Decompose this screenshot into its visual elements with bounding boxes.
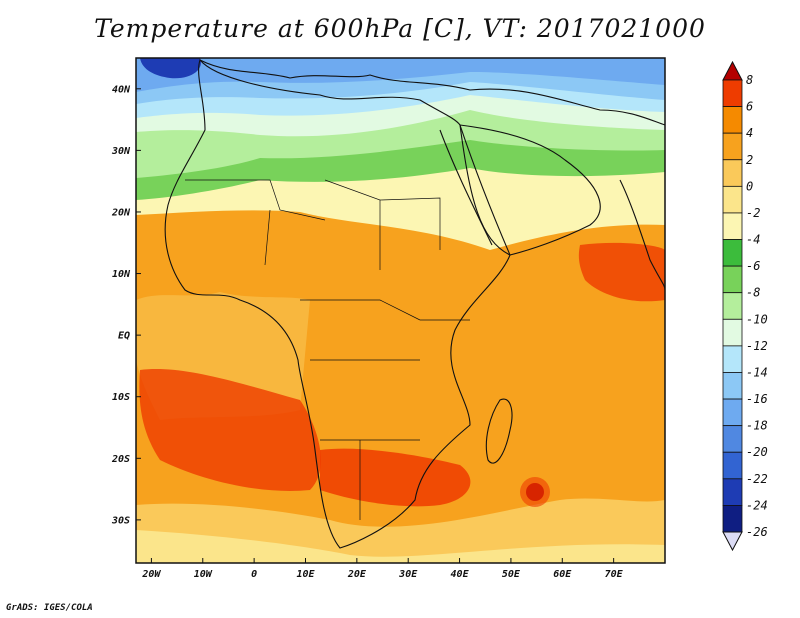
colorbar-label: -6 bbox=[746, 259, 760, 273]
colorbar-label: 6 bbox=[746, 100, 753, 114]
colorbar-swatch bbox=[722, 79, 743, 107]
colorbar: 8 6 4 2 0 -2 -4 -6 -8 -10 -12 -14 -16 -18 -20 -22 -24 -26 bbox=[722, 60, 768, 552]
lon-tick-label: 60E bbox=[553, 569, 572, 580]
colorbar-swatch bbox=[722, 372, 743, 400]
colorbar-swatch bbox=[722, 318, 743, 347]
lon-tick-label: 20E bbox=[347, 569, 367, 580]
colorbar-label: -4 bbox=[746, 233, 760, 247]
lon-tick-label: 50E bbox=[502, 569, 521, 580]
colorbar-swatch bbox=[722, 505, 743, 533]
colorbar-swatch bbox=[722, 451, 743, 480]
lat-tick-label: 30S bbox=[111, 515, 130, 526]
colorbar-swatch bbox=[722, 425, 743, 453]
colorbar-label: -14 bbox=[746, 365, 768, 379]
lat-tick-label: 10S bbox=[112, 392, 130, 403]
colorbar-label: -22 bbox=[746, 472, 768, 486]
colorbar-label: -18 bbox=[746, 419, 768, 433]
colorbar-swatch bbox=[722, 345, 743, 373]
colorbar-swatch bbox=[722, 106, 743, 134]
lat-axis: 40N 30N 20N 10N EQ 10S 20S 30S bbox=[111, 84, 141, 526]
colorbar-swatch bbox=[722, 398, 743, 427]
colorbar-label: -20 bbox=[746, 445, 768, 459]
colorbar-label: 2 bbox=[746, 153, 753, 167]
colorbar-swatch bbox=[722, 212, 743, 240]
lon-tick-label: 40E bbox=[451, 569, 470, 580]
band-minus16 bbox=[136, 58, 665, 92]
colorbar-swatch bbox=[722, 132, 743, 161]
madagascar bbox=[485, 398, 513, 464]
colorbar-label: -12 bbox=[746, 339, 768, 353]
warm-patch-atlantic bbox=[139, 369, 321, 491]
india-coast bbox=[619, 179, 665, 291]
colorbar-swatch bbox=[722, 265, 743, 294]
credit-text: GrADS: IGES/COLA bbox=[6, 603, 93, 613]
colorbar-swatch bbox=[722, 478, 743, 506]
lon-tick-label: 10E bbox=[296, 569, 315, 580]
colorbar-label: -8 bbox=[746, 286, 760, 300]
lon-tick-label: 10W bbox=[194, 569, 213, 580]
colorbar-swatch bbox=[722, 159, 743, 187]
lon-axis: 20W 10W 0 10E 20E 30E 40E 50E 60E 70E bbox=[141, 558, 624, 580]
africa-coastline bbox=[164, 58, 511, 549]
colorbar-swatch bbox=[722, 292, 743, 320]
colorbar-label: -10 bbox=[746, 312, 768, 326]
interior-borders bbox=[185, 179, 470, 520]
warm-patch-arabian bbox=[578, 242, 665, 302]
colorbar-label: -26 bbox=[746, 525, 768, 539]
lat-tick-label: 40N bbox=[112, 84, 131, 95]
colorbar-label: 0 bbox=[746, 179, 753, 193]
colorbar-swatch bbox=[722, 185, 743, 214]
lat-tick-label: 20N bbox=[111, 207, 131, 218]
band-south-cooler bbox=[136, 530, 665, 563]
colorbar-top-arrow bbox=[722, 60, 743, 81]
lon-tick-label: 0 bbox=[251, 569, 257, 580]
lat-tick-label: 20S bbox=[111, 454, 130, 465]
colorbar-label: -2 bbox=[746, 206, 760, 220]
lon-tick-label: 30E bbox=[398, 569, 418, 580]
warm-patch-southafrica bbox=[320, 448, 471, 507]
colorbar-label: 8 bbox=[746, 73, 753, 87]
cold-core bbox=[140, 58, 201, 79]
lat-tick-label: EQ bbox=[118, 331, 130, 342]
lat-tick-label: 30N bbox=[111, 146, 131, 157]
colorbar-label: 4 bbox=[746, 126, 753, 140]
colorbar-swatch bbox=[722, 239, 743, 267]
colorbar-bottom-arrow bbox=[722, 531, 743, 552]
colorbar-label: -16 bbox=[746, 392, 768, 406]
plot-frame bbox=[135, 57, 666, 564]
arabian-peninsula bbox=[459, 124, 601, 256]
lon-tick-label: 20W bbox=[141, 569, 161, 580]
plot-title: Temperature at 600hPa [C], VT: 201702100… bbox=[94, 14, 706, 43]
lon-tick-label: 70E bbox=[605, 569, 624, 580]
coastlines bbox=[164, 58, 665, 549]
red-sea bbox=[439, 129, 493, 246]
lat-tick-label: 10N bbox=[112, 269, 131, 280]
europe-coast bbox=[199, 59, 665, 126]
colorbar-label: -24 bbox=[746, 498, 768, 512]
